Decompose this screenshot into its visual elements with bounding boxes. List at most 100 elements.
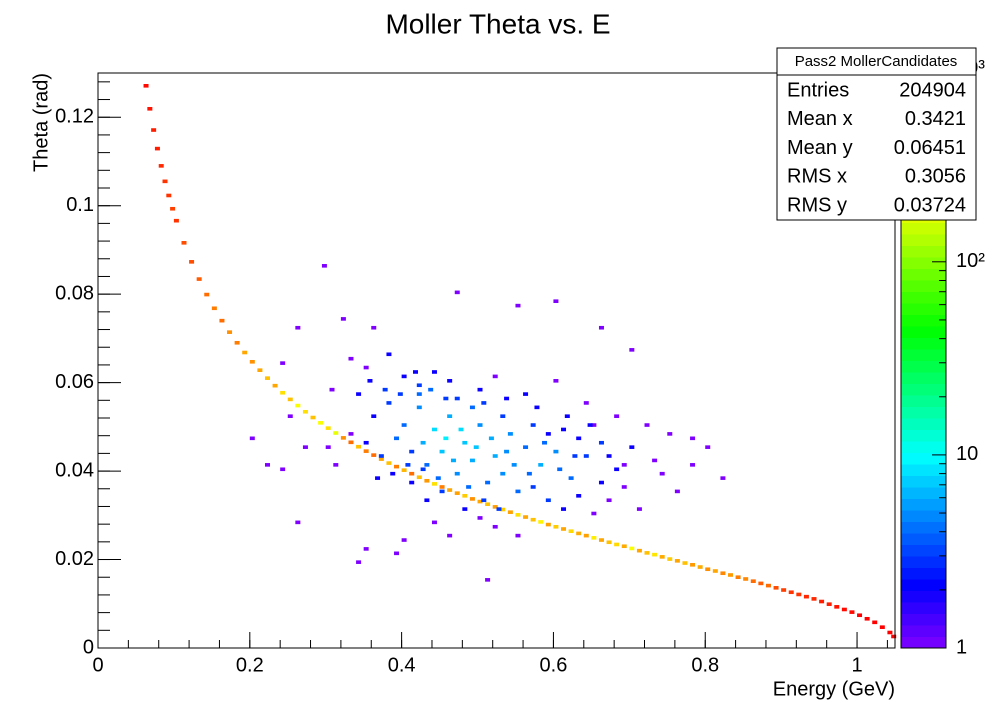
cell bbox=[530, 517, 536, 522]
cell bbox=[409, 480, 415, 485]
cell bbox=[181, 241, 187, 245]
cell bbox=[401, 423, 407, 427]
cell bbox=[386, 401, 392, 405]
cell bbox=[538, 463, 544, 467]
cell bbox=[583, 454, 589, 458]
cell bbox=[864, 616, 870, 621]
y-tick-label: 0.12 bbox=[55, 106, 94, 128]
x-tick-label: 1 bbox=[851, 654, 862, 676]
cell bbox=[154, 146, 160, 151]
stats-label: Mean x bbox=[787, 108, 853, 130]
cell bbox=[826, 602, 832, 606]
cell bbox=[542, 440, 548, 445]
stats-value: 0.06451 bbox=[894, 137, 966, 159]
x-tick-label: 0.2 bbox=[236, 654, 264, 676]
cell bbox=[720, 571, 726, 576]
palette-band bbox=[901, 349, 946, 361]
cell bbox=[280, 390, 286, 395]
y-tick-label: 0.02 bbox=[55, 548, 94, 570]
cell bbox=[504, 449, 510, 454]
cell bbox=[526, 471, 532, 476]
cell bbox=[333, 431, 339, 435]
cell bbox=[591, 536, 597, 540]
cell bbox=[621, 463, 627, 467]
cell bbox=[568, 476, 574, 480]
cell bbox=[394, 464, 400, 469]
palette-band bbox=[901, 291, 946, 304]
cell bbox=[614, 414, 620, 418]
cell bbox=[371, 414, 377, 418]
cell bbox=[872, 620, 878, 625]
cell bbox=[598, 325, 604, 330]
cell bbox=[431, 520, 437, 525]
cell bbox=[485, 502, 491, 507]
cell bbox=[302, 445, 308, 449]
cell bbox=[466, 485, 472, 489]
cell bbox=[492, 454, 498, 458]
cell bbox=[500, 507, 506, 512]
cell bbox=[576, 436, 582, 441]
cell bbox=[280, 467, 286, 472]
palette-band bbox=[901, 579, 946, 591]
cell bbox=[507, 510, 513, 514]
cell bbox=[143, 83, 149, 88]
cell bbox=[879, 625, 885, 629]
cell bbox=[803, 594, 809, 599]
palette-band bbox=[901, 625, 946, 637]
cell bbox=[750, 579, 756, 583]
cell bbox=[515, 489, 521, 494]
cell bbox=[340, 436, 346, 440]
cell bbox=[348, 432, 354, 436]
cell bbox=[158, 164, 164, 168]
cell bbox=[477, 516, 483, 520]
cell bbox=[598, 440, 604, 445]
cell bbox=[568, 529, 574, 533]
cell bbox=[621, 485, 627, 489]
cell bbox=[401, 468, 407, 472]
cell bbox=[697, 565, 703, 569]
y-axis-label: Theta (rad) bbox=[30, 73, 52, 172]
cell bbox=[420, 440, 426, 445]
cell bbox=[447, 488, 453, 492]
y-tick-label: 0.1 bbox=[66, 194, 94, 216]
cell bbox=[196, 277, 202, 281]
palette-band bbox=[901, 544, 946, 557]
cell bbox=[219, 318, 225, 323]
palette-band bbox=[901, 521, 946, 534]
cell bbox=[530, 485, 536, 489]
cell bbox=[606, 454, 612, 458]
cell bbox=[561, 507, 567, 511]
cell bbox=[321, 264, 327, 268]
cell bbox=[325, 426, 331, 430]
cell bbox=[534, 405, 540, 410]
cell bbox=[469, 405, 475, 410]
cell bbox=[690, 563, 696, 567]
cell bbox=[659, 555, 665, 559]
cell bbox=[545, 522, 551, 527]
y-tick-label: 0.06 bbox=[55, 371, 94, 393]
cell bbox=[416, 392, 422, 396]
palette-band bbox=[901, 613, 946, 626]
cell bbox=[477, 387, 483, 392]
cell bbox=[443, 436, 449, 441]
cell bbox=[674, 489, 680, 494]
cell bbox=[523, 445, 529, 449]
cell bbox=[674, 559, 680, 563]
cell bbox=[378, 454, 384, 458]
cell bbox=[147, 106, 153, 111]
cell bbox=[280, 361, 286, 365]
cell bbox=[496, 507, 502, 511]
cell bbox=[450, 458, 456, 463]
z-tick-label: 10² bbox=[956, 250, 985, 272]
cell bbox=[431, 482, 437, 486]
y-tick-label: 0 bbox=[83, 636, 94, 658]
palette-band bbox=[901, 372, 946, 384]
cell bbox=[621, 544, 627, 549]
palette-band bbox=[901, 533, 946, 545]
cell bbox=[606, 498, 612, 503]
cell bbox=[454, 471, 460, 476]
cell bbox=[462, 507, 468, 511]
cell bbox=[173, 218, 179, 223]
cell bbox=[667, 557, 673, 561]
cell bbox=[545, 498, 551, 503]
